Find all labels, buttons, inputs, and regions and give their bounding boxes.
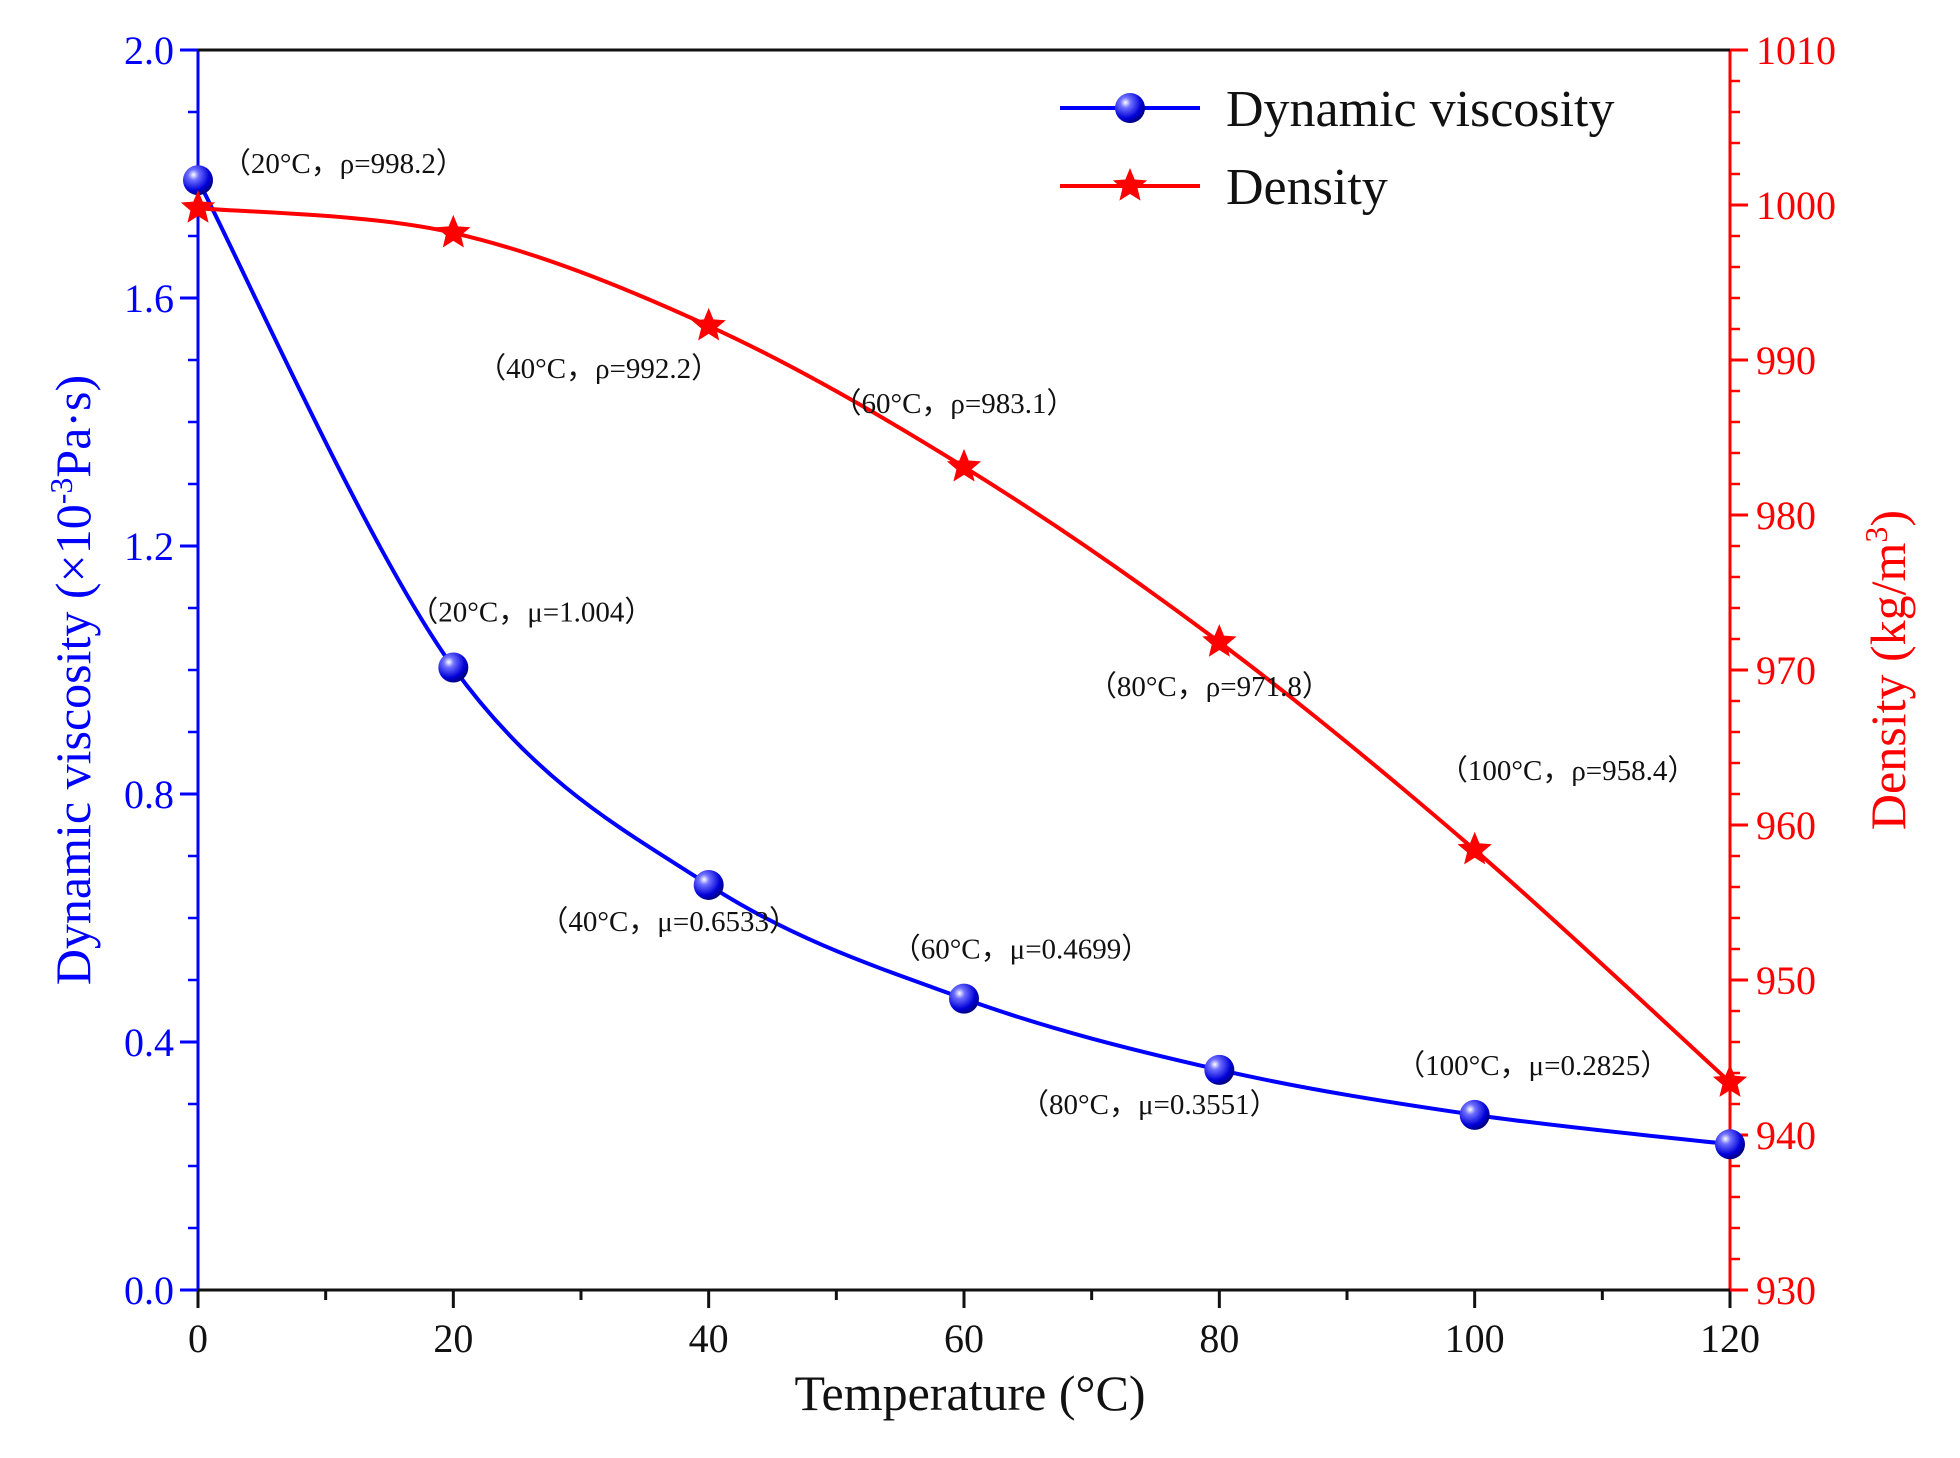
y-right-tick-label: 990 xyxy=(1756,338,1816,383)
density-annotation: （100°C，ρ=958.4） xyxy=(1439,755,1697,787)
y-left-axis-title-group: Dynamic viscosity (×10-3Pa·s) xyxy=(43,375,101,985)
y-left-title-tail: Pa·s) xyxy=(45,375,101,478)
y-left-tick-label: 1.2 xyxy=(124,524,174,569)
viscosity-annotation: （40°C，μ=0.6533） xyxy=(539,906,798,938)
y-left-tick-label: 0.8 xyxy=(124,772,174,817)
density-annotation: （40°C，ρ=992.2） xyxy=(477,353,720,385)
x-tick-label: 20 xyxy=(433,1316,473,1361)
density-point xyxy=(180,190,216,223)
viscosity-annotation: （60°C，μ=0.4699） xyxy=(892,934,1151,966)
viscosity-annotation: （80°C，μ=0.3551） xyxy=(1020,1089,1279,1121)
y-right-title-sup: 3 xyxy=(1858,527,1894,543)
y-right-tick-label: 960 xyxy=(1756,803,1816,848)
axes: 0 20 40 60 80 100 120 0.0 0.4 0.8 1.2 1.6 2.0 930 940 9… xyxy=(124,28,1836,1361)
density-annotation: （80°C，ρ=971.8） xyxy=(1088,671,1331,703)
x-tick-label: 0 xyxy=(188,1316,208,1361)
x-axis-title: Temperature (°C) xyxy=(794,1365,1145,1421)
y-left-tick-label: 0.4 xyxy=(124,1020,174,1065)
viscosity-point xyxy=(949,983,979,1014)
density-point xyxy=(1202,624,1237,657)
viscosity-annotation: （100°C，μ=0.2825） xyxy=(1396,1050,1669,1082)
y-left-title-main: Dynamic viscosity (×10 xyxy=(45,504,101,985)
annotations: （20°C，ρ=998.2） （40°C，ρ=992.2） （60°C，ρ=983.… xyxy=(222,148,1697,1121)
viscosity-annotation: （20°C，μ=1.004） xyxy=(409,597,653,629)
y-left-tick-label: 2.0 xyxy=(124,28,174,73)
viscosity-point xyxy=(1715,1129,1745,1160)
y-right-tick-label: 950 xyxy=(1756,958,1816,1003)
x-tick-label: 120 xyxy=(1700,1316,1760,1361)
density-annotation: （60°C，ρ=983.1） xyxy=(832,388,1075,420)
y-right-tick-label: 1010 xyxy=(1756,28,1836,73)
density-point xyxy=(436,214,471,248)
y-left-tick-label: 0.0 xyxy=(124,1268,174,1313)
viscosity-point xyxy=(183,165,213,196)
y-right-axis-title-group: Density (kg/m3) xyxy=(1858,510,1916,830)
y-left-title-sup: -3 xyxy=(43,478,79,505)
viscosity-point xyxy=(1459,1099,1490,1130)
y-right-title-tail: ) xyxy=(1860,510,1916,527)
y-right-tick-label: 930 xyxy=(1756,1268,1816,1313)
y-left-tick-label: 1.6 xyxy=(124,276,174,321)
density-point xyxy=(691,307,726,341)
y-right-axis-title: Density (kg/m3) xyxy=(1858,510,1916,830)
density-point xyxy=(1457,831,1492,865)
legend-marker-density xyxy=(1112,168,1148,201)
density-point xyxy=(946,448,982,482)
markers xyxy=(180,165,1748,1160)
density-point xyxy=(1712,1064,1748,1097)
x-tick-label: 40 xyxy=(689,1316,729,1361)
y-right-tick-label: 1000 xyxy=(1756,183,1836,228)
density-annotation: （20°C，ρ=998.2） xyxy=(222,148,465,180)
y-right-tick-label: 940 xyxy=(1756,1113,1816,1158)
viscosity-point xyxy=(693,869,724,900)
y-right-tick-label: 980 xyxy=(1756,493,1816,538)
x-tick-label: 80 xyxy=(1199,1316,1239,1361)
x-tick-label: 100 xyxy=(1445,1316,1505,1361)
y-left-axis-title: Dynamic viscosity (×10-3Pa·s) xyxy=(43,375,101,985)
y-right-tick-label: 970 xyxy=(1756,648,1816,693)
legend-label-viscosity: Dynamic viscosity xyxy=(1226,81,1615,138)
x-tick-label: 60 xyxy=(944,1316,984,1361)
y-right-title-main: Density (kg/m xyxy=(1860,542,1916,830)
legend-marker-viscosity xyxy=(1115,93,1145,123)
viscosity-point xyxy=(1204,1054,1235,1085)
viscosity-point xyxy=(438,652,469,683)
legend: Dynamic viscosity Density xyxy=(1060,81,1615,216)
legend-label-density: Density xyxy=(1226,159,1388,216)
